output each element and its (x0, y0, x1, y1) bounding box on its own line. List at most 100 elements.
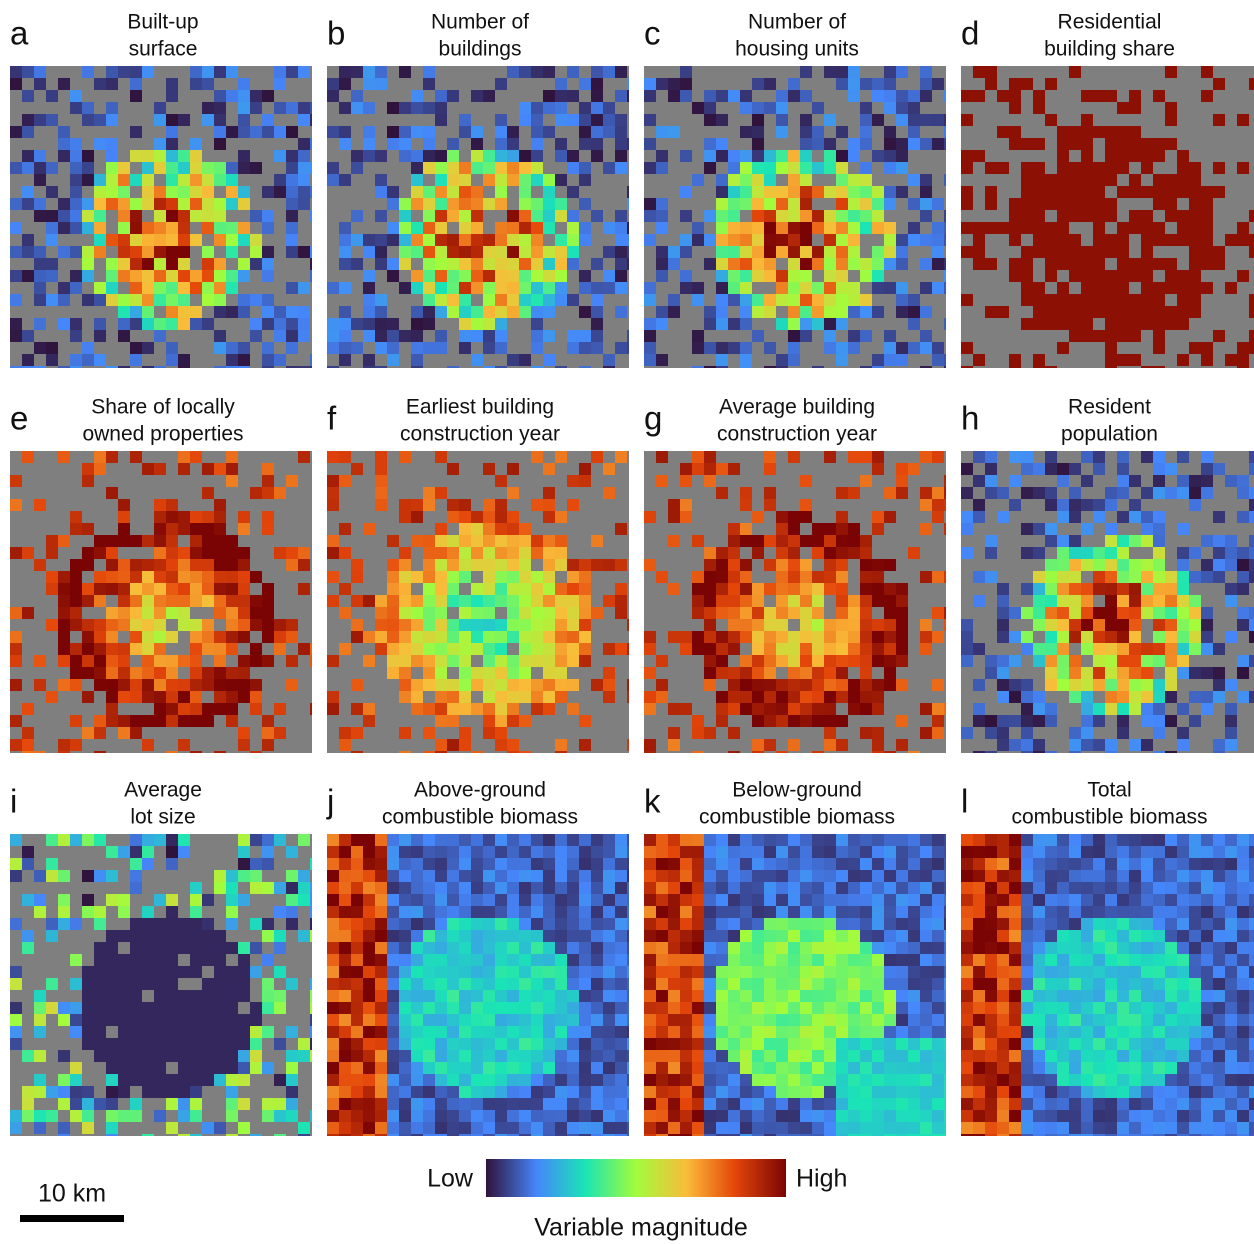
map-pixel (764, 451, 776, 463)
map-pixel (776, 270, 788, 282)
map-pixel (1225, 858, 1237, 870)
map-pixel (644, 954, 656, 966)
map-pixel (997, 691, 1009, 703)
map-pixel (190, 547, 202, 559)
map-pixel (1069, 583, 1081, 595)
map-pixel (363, 1098, 375, 1110)
map-pixel (973, 834, 985, 846)
map-pixel (591, 978, 603, 990)
map-pixel (944, 918, 946, 930)
map-pixel (399, 882, 411, 894)
map-pixel (375, 607, 387, 619)
map-pixel (447, 1014, 459, 1026)
map-pixel (776, 870, 788, 882)
map-pixel (1225, 727, 1237, 739)
map-pixel (860, 643, 872, 655)
map-pixel (1129, 583, 1141, 595)
map-pixel (250, 679, 262, 691)
map-pixel (435, 691, 447, 703)
map-pixel (94, 1002, 106, 1014)
map-pixel (603, 667, 615, 679)
map-pixel (1177, 727, 1189, 739)
map-pixel (435, 978, 447, 990)
map-pixel (226, 882, 238, 894)
map-pixel (603, 463, 615, 475)
map-pixel (543, 1026, 555, 1038)
map-pixel (567, 655, 579, 667)
map-pixel (447, 906, 459, 918)
map-pixel (70, 511, 82, 523)
map-pixel (1093, 451, 1105, 463)
map-pixel (250, 102, 262, 114)
map-pixel (627, 1014, 629, 1026)
map-pixel (1069, 535, 1081, 547)
map-pixel (704, 679, 716, 691)
map-pixel (716, 1026, 728, 1038)
map-pixel (603, 126, 615, 138)
map-pixel (351, 846, 363, 858)
map-pixel (728, 282, 740, 294)
map-pixel (1189, 643, 1201, 655)
map-pixel (1129, 739, 1141, 751)
map-pixel (250, 126, 262, 138)
map-pixel (788, 942, 800, 954)
map-pixel (627, 1134, 629, 1136)
map-pixel (351, 342, 363, 354)
map-pixel (214, 162, 226, 174)
map-pixel (896, 619, 908, 631)
map-pixel (471, 703, 483, 715)
map-pixel (70, 643, 82, 655)
map-pixel (1021, 894, 1033, 906)
map-pixel (262, 354, 274, 366)
map-pixel (310, 366, 312, 368)
map-pixel (327, 1002, 339, 1014)
map-pixel (34, 246, 46, 258)
map-pixel (483, 150, 495, 162)
map-pixel (178, 918, 190, 930)
map-pixel (627, 246, 629, 258)
map-pixel (387, 1098, 399, 1110)
map-pixel (519, 1098, 531, 1110)
map-pixel (130, 1110, 142, 1122)
map-pixel (896, 966, 908, 978)
map-pixel (1165, 282, 1177, 294)
map-pixel (363, 846, 375, 858)
map-pixel (872, 571, 884, 583)
map-pixel (238, 739, 250, 751)
map-pixel (932, 234, 944, 246)
map-pixel (812, 222, 824, 234)
map-pixel (1237, 114, 1249, 126)
map-pixel (555, 1002, 567, 1014)
map-pixel (190, 138, 202, 150)
map-pixel (226, 1086, 238, 1098)
map-pixel (627, 186, 629, 198)
map-pixel (1153, 366, 1165, 368)
map-pixel (1177, 306, 1189, 318)
map-pixel (274, 306, 286, 318)
map-pixel (656, 846, 668, 858)
map-pixel (202, 619, 214, 631)
map-pixel (226, 354, 238, 366)
map-pixel (543, 1086, 555, 1098)
map-pixel (579, 559, 591, 571)
map-pixel (788, 258, 800, 270)
map-pixel (130, 1002, 142, 1014)
map-pixel (471, 1098, 483, 1110)
map-pixel (603, 679, 615, 691)
map-pixel (1009, 715, 1021, 727)
map-pixel (70, 246, 82, 258)
map-pixel (1153, 306, 1165, 318)
map-pixel (997, 162, 1009, 174)
map-pixel (884, 138, 896, 150)
map-pixel (1057, 222, 1069, 234)
map-pixel (1009, 655, 1021, 667)
map-pixel (507, 631, 519, 643)
map-pixel (1249, 559, 1254, 571)
map-pixel (435, 1026, 447, 1038)
map-pixel (459, 222, 471, 234)
map-pixel (555, 918, 567, 930)
map-pixel (238, 342, 250, 354)
map-pixel (190, 595, 202, 607)
map-pixel (435, 1134, 447, 1136)
map-pixel (1045, 198, 1057, 210)
